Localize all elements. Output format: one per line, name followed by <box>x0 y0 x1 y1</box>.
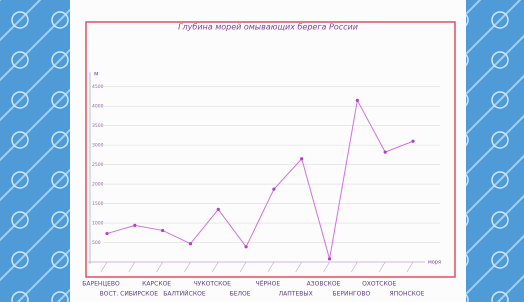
y-tick-label: 3000 <box>92 143 104 149</box>
point <box>217 208 220 211</box>
point <box>384 151 387 154</box>
x-tick-label: ЛАПТЕВЫХ <box>279 291 313 298</box>
x-tick-label: КАРСКОЕ <box>142 281 171 288</box>
x-tick-label: ВОСТ. СИБИРСКОЕ <box>100 291 159 298</box>
right-decoration <box>466 0 524 302</box>
paper <box>70 0 466 302</box>
point <box>189 242 192 245</box>
page: {"chart_data": {"type": "line", "title":… <box>0 0 524 302</box>
point <box>244 245 247 248</box>
x-tick-label: ЧУКОТСКОЕ <box>194 281 232 288</box>
x-tick-label: БЕЛОЕ <box>230 291 251 298</box>
chart-title: Глубина морей омывающих берега России <box>178 23 358 32</box>
y-tick-label: 2500 <box>92 162 104 168</box>
x-axis-label: моря <box>428 260 441 266</box>
y-tick-label: 2000 <box>92 182 104 188</box>
y-tick-label: 3500 <box>92 123 104 129</box>
point <box>272 188 275 191</box>
y-tick-label: 4000 <box>92 104 104 110</box>
x-tick-label: БАРЕНЦЕВО <box>82 281 120 288</box>
x-tick-label: ЧЁРНОЕ <box>256 281 281 288</box>
point <box>105 232 108 235</box>
x-tick-label: ОХОТСКОЕ <box>362 281 396 288</box>
point <box>356 99 359 102</box>
x-tick-label: АЗОВСКОЕ <box>307 281 341 288</box>
point <box>133 224 136 227</box>
y-axis-label: м <box>94 71 99 78</box>
x-tick-label: БЕРИНГОВО <box>332 291 370 298</box>
y-tick-label: 1500 <box>92 201 104 207</box>
x-tick-label: БАЛТИЙСКОЕ <box>163 291 206 298</box>
point <box>300 157 303 160</box>
slide: Глубина морей омывающих берега России м … <box>0 0 524 302</box>
point <box>328 257 331 260</box>
point <box>161 229 164 232</box>
left-decoration <box>0 0 70 302</box>
point <box>411 140 414 143</box>
y-tick-label: 500 <box>92 240 101 246</box>
y-tick-label: 4500 <box>92 84 104 90</box>
y-tick-label: 1000 <box>92 221 104 227</box>
x-tick-label: ЯПОНСКОЕ <box>390 291 425 298</box>
